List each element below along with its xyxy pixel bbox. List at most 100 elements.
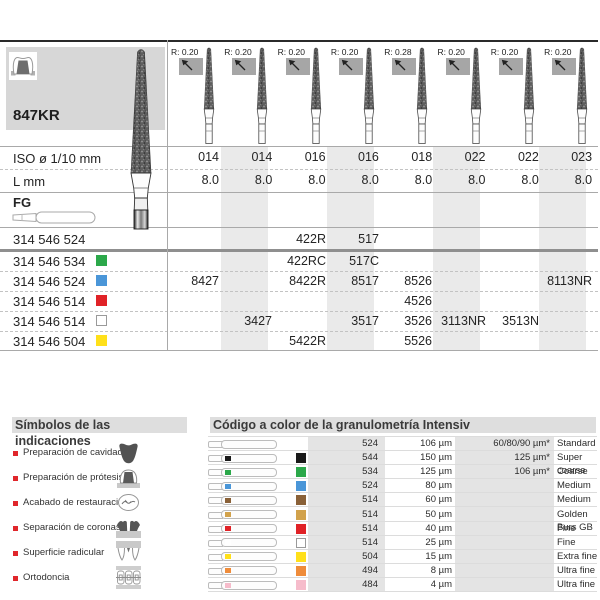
grade-label-cell: Fine (557, 536, 576, 548)
table-top-border (0, 40, 598, 42)
bur-profile-icon (208, 439, 278, 449)
column-stripe (433, 146, 480, 350)
symbol-label: Preparación de prótesis (23, 472, 124, 483)
code-cell: 514 (362, 536, 378, 548)
grit-color-chip (296, 580, 306, 590)
divider (0, 192, 598, 193)
bullet-icon (13, 576, 18, 581)
table-cell: 8422R (289, 274, 326, 288)
grit-color-band (225, 526, 231, 532)
iso-value: 022 (517, 150, 539, 164)
grade-label-cell: Ultra fine (557, 579, 596, 590)
length-row-label: L mm (13, 174, 46, 189)
color-chip (96, 295, 107, 306)
granulometry-row: 524 80 µm Medium (208, 479, 597, 494)
grade-label-cell: Ultra fine (557, 564, 596, 576)
product-code: 314 546 534 (13, 254, 86, 269)
iso-value: 018 (411, 150, 433, 164)
grain-size-cell: 125 µm (420, 466, 452, 478)
code-cell: 504 (362, 550, 378, 562)
bur-column: R: 0.20 016 8.0 (327, 40, 381, 235)
table-cell: 3517 (351, 314, 379, 328)
arrow-up-left-icon (288, 59, 300, 71)
color-chip (96, 315, 107, 326)
product-row: 314 546 524 8427 8422R 8517 8526 8113NR (0, 271, 600, 291)
grain-size-cell: 8 µm (430, 564, 452, 576)
radius-diagram (552, 58, 577, 75)
radius-value-label: R: 0.20 (542, 47, 574, 57)
table-cell: 5526 (404, 334, 432, 348)
code-column-band (308, 436, 385, 592)
divider (0, 311, 598, 312)
tooth-thumbnail-box (9, 52, 37, 80)
color-chip (96, 255, 107, 266)
grit-color-chip (296, 495, 306, 506)
radius-value-label: R: 0.20 (328, 47, 361, 57)
cavity-preparation-icon (119, 443, 138, 464)
bur-body (221, 495, 277, 505)
alt-size-cell: 106 µm* (514, 466, 550, 478)
bullet-icon (13, 501, 18, 506)
grain-size-cell: 25 µm (425, 536, 452, 548)
divider (0, 291, 598, 292)
color-chip (96, 275, 107, 286)
product-code: 314 546 504 (13, 334, 86, 349)
arrow-up-left-icon (501, 59, 513, 71)
grain-size-cell: 80 µm (425, 480, 452, 492)
length-value: 8.0 (468, 173, 486, 187)
granulometry-row: 504 15 µm Extra fine (208, 550, 597, 564)
radius-diagram (232, 58, 257, 75)
grit-color-band (225, 554, 231, 560)
code-cell: 514 (362, 522, 378, 534)
bur-column: R: 0.20 022 8.0 (434, 40, 488, 235)
code-cell: 514 (362, 494, 378, 506)
grit-color-band (225, 582, 231, 588)
table-bottom-border (0, 350, 598, 351)
code-cell: 524 (362, 438, 378, 449)
table-cell: 3513N (502, 314, 539, 328)
bur-icon (470, 47, 481, 144)
arrow-up-left-icon (181, 59, 193, 71)
bur-profile-icon (208, 467, 278, 477)
divider (167, 40, 168, 350)
table-cell: 422R (296, 232, 326, 246)
bur-profile-icon (208, 453, 278, 463)
grit-color-chip (296, 509, 306, 520)
prosthesis-preparation-icon (117, 469, 140, 488)
grit-color-band (225, 455, 231, 461)
grit-color-chip (296, 481, 306, 492)
bullet-icon (13, 476, 18, 481)
divider (0, 169, 598, 170)
bur-body (221, 524, 277, 534)
bur-icon (310, 47, 321, 144)
code-cell: 494 (362, 564, 378, 576)
bur-body (221, 552, 277, 562)
table-cell: 8113NR (547, 274, 592, 288)
iso-value: 014 (198, 150, 219, 164)
table-cell: 517 (358, 232, 379, 246)
grit-color-chip (296, 523, 306, 534)
crown-separation-icon (116, 520, 141, 538)
iso-value: 014 (251, 150, 273, 164)
bur-body (221, 580, 277, 590)
bullet-icon (13, 551, 18, 556)
grit-color-band (225, 497, 231, 503)
grain-size-cell: 60 µm (425, 494, 452, 506)
product-code: 314 546 524 (13, 232, 86, 247)
bur-icon (523, 47, 535, 144)
bur-column: R: 0.20 016 8.0 (274, 40, 328, 235)
shank-row-label: FG (13, 195, 32, 210)
table-cell: 8526 (404, 274, 432, 288)
bur-profile-icon (208, 481, 278, 491)
root-surface-icon (116, 541, 141, 561)
bur-profile-icon (208, 495, 278, 505)
grain-size-cell: 15 µm (425, 550, 452, 562)
radius-diagram (445, 58, 470, 75)
color-chip (96, 335, 107, 346)
length-value: 8.0 (521, 173, 539, 187)
fg-shank-profile-icon (12, 211, 96, 224)
prepared-tooth-icon (11, 56, 35, 76)
granulometry-row: 484 4 µm Ultra fine (208, 578, 597, 592)
arrow-up-left-icon (235, 59, 246, 71)
